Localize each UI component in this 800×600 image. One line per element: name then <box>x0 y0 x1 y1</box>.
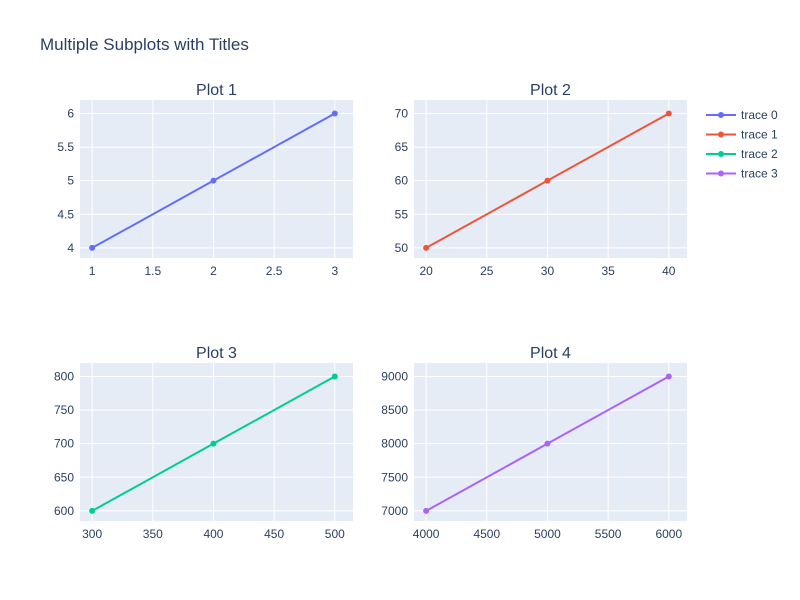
x-tick-label: 40 <box>662 264 676 278</box>
subplot-4: Plot 4 4000 4500 5000 5500 6000 7000 7500 8000 85… <box>381 345 687 541</box>
x-tick-label: 35 <box>601 264 615 278</box>
x-tick-label: 1.5 <box>144 264 161 278</box>
subplot-2: Plot 2 20 25 30 35 40 50 55 60 65 70 <box>395 82 687 278</box>
x-tick-label: 500 <box>325 527 345 541</box>
data-point <box>665 373 672 380</box>
x-tick-label: 4000 <box>413 527 440 541</box>
y-tick-label: 50 <box>395 241 409 255</box>
y-tick-label: 5.5 <box>57 140 74 154</box>
legend-marker <box>718 170 724 177</box>
subplot-1: Plot 1 1 1.5 2 2.5 3 4 4.5 5 5.5 6 <box>57 82 353 278</box>
legend-label: trace 2 <box>741 147 778 161</box>
x-tick-label: 2 <box>210 264 217 278</box>
y-tick-label: 65 <box>395 140 409 154</box>
x-tick-label: 400 <box>203 527 223 541</box>
legend-label: trace 3 <box>741 167 778 181</box>
x-tick-label: 4500 <box>473 527 500 541</box>
legend-label: trace 0 <box>741 108 778 122</box>
legend-item[interactable]: trace 3 <box>706 167 778 181</box>
data-point <box>331 373 338 380</box>
data-point <box>89 507 96 514</box>
y-tick-label: 4.5 <box>57 207 74 221</box>
x-tick-label: 2.5 <box>266 264 283 278</box>
y-tick-label: 700 <box>54 437 74 451</box>
y-tick-label: 8500 <box>381 403 408 417</box>
data-point <box>210 440 217 447</box>
y-tick-label: 800 <box>54 369 74 383</box>
subplot-title: Plot 4 <box>530 345 571 362</box>
x-tick-label: 30 <box>541 264 555 278</box>
y-tick-label: 5 <box>67 174 74 188</box>
legend-item[interactable]: trace 2 <box>706 147 778 161</box>
subplot-title: Plot 3 <box>196 345 237 362</box>
x-tick-label: 20 <box>419 264 433 278</box>
x-tick-label: 5500 <box>595 527 622 541</box>
legend-item[interactable]: trace 0 <box>706 108 778 122</box>
y-tick-label: 4 <box>67 241 74 255</box>
y-tick-label: 600 <box>54 504 74 518</box>
legend-item[interactable]: trace 1 <box>706 128 778 142</box>
chart-title: Multiple Subplots with Titles <box>40 35 249 54</box>
y-tick-label: 7000 <box>381 504 408 518</box>
y-tick-label: 9000 <box>381 369 408 383</box>
legend-marker <box>718 151 724 157</box>
subplot-3: Plot 3 300 350 400 450 500 600 650 700 750 800 <box>54 345 353 541</box>
x-tick-label: 5000 <box>534 527 561 541</box>
y-tick-label: 8000 <box>381 437 408 451</box>
x-tick-label: 1 <box>89 264 96 278</box>
subplot-title: Plot 2 <box>530 82 571 99</box>
x-tick-label: 300 <box>82 527 102 541</box>
data-point <box>89 244 96 251</box>
x-tick-label: 3 <box>331 264 338 278</box>
y-tick-label: 750 <box>54 403 74 417</box>
data-point <box>665 110 672 117</box>
data-point <box>210 177 217 184</box>
y-tick-label: 60 <box>395 174 409 188</box>
data-point <box>544 440 551 447</box>
legend-label: trace 1 <box>741 128 778 142</box>
x-tick-label: 25 <box>480 264 494 278</box>
x-tick-label: 450 <box>264 527 284 541</box>
y-tick-label: 6 <box>67 106 74 120</box>
data-point <box>331 110 338 117</box>
y-tick-label: 55 <box>395 207 409 221</box>
legend-marker <box>718 131 724 138</box>
data-point <box>423 507 430 514</box>
y-tick-label: 650 <box>54 470 74 484</box>
y-tick-label: 7500 <box>381 470 408 484</box>
data-point <box>544 177 551 184</box>
subplot-title: Plot 1 <box>196 82 237 99</box>
x-tick-label: 6000 <box>655 527 682 541</box>
x-tick-label: 350 <box>143 527 163 541</box>
y-tick-label: 70 <box>395 106 409 120</box>
legend: trace 0 trace 1 trace 2 trace 3 <box>706 108 778 181</box>
legend-marker <box>718 112 724 118</box>
gridlines <box>414 100 687 258</box>
data-point <box>423 244 430 251</box>
